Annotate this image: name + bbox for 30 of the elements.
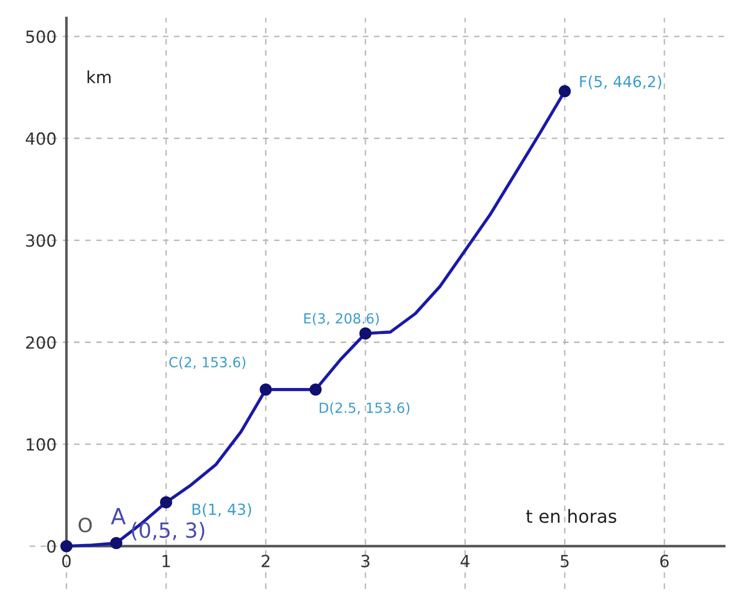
y-tick-label: 200 — [26, 336, 56, 349]
x-tick-label: 4 — [460, 555, 470, 568]
x-tick-label: 5 — [560, 555, 569, 568]
y-tick-label: 100 — [26, 438, 56, 451]
y-axis-title: km — [88, 70, 111, 84]
x-tick-label: 1 — [162, 555, 170, 568]
annotation: O — [78, 518, 92, 532]
annotation: (0,5, 3) — [132, 522, 204, 540]
y-tick-label: 400 — [26, 132, 56, 145]
annotation: A — [110, 508, 126, 524]
y-tick-label: 500 — [26, 30, 56, 43]
y-tick-label: 0 — [47, 540, 56, 553]
x-tick-label: 2 — [262, 554, 270, 568]
x-tick-label: 3 — [361, 554, 370, 568]
annotation: E(3, 208.6) — [304, 312, 379, 326]
annotation: D(2.5, 153.6) — [320, 402, 410, 415]
x-axis-title: t en horas — [526, 509, 616, 524]
point — [359, 327, 372, 340]
point — [310, 383, 322, 396]
point — [558, 85, 571, 98]
point — [110, 537, 122, 550]
annotation: F(5, 446,2) — [580, 76, 662, 90]
annotation: B(1, 43) — [192, 503, 252, 517]
x-tick-label: 6 — [660, 554, 669, 568]
point — [160, 496, 172, 508]
x-tick-label: 0 — [62, 554, 71, 568]
annotation: C(2, 153.6) — [169, 356, 246, 370]
point — [60, 540, 73, 552]
y-tick-label: 300 — [26, 234, 56, 247]
point — [260, 383, 272, 396]
